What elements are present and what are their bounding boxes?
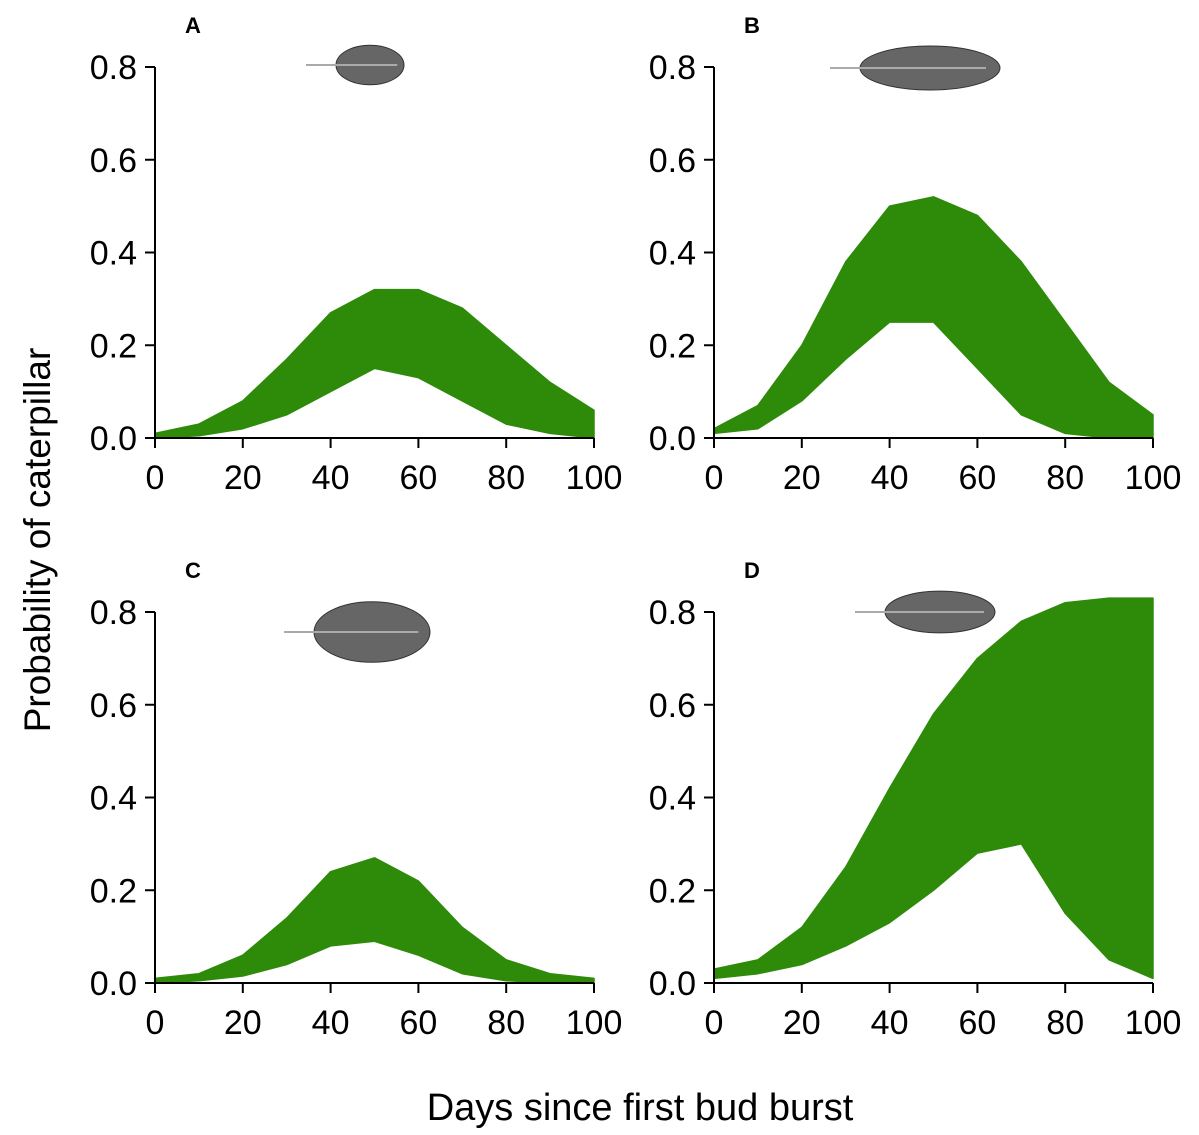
y-tick-label: 0.6: [90, 142, 137, 180]
x-tick-label: 80: [487, 459, 525, 497]
y-axis-label: Probability of caterpillar: [17, 348, 58, 733]
x-tick-label: 40: [871, 459, 909, 497]
y-tick-label: 0.6: [649, 142, 696, 180]
x-tick-label: 20: [224, 459, 262, 497]
x-tick-label: 0: [705, 459, 724, 497]
y-tick-label: 0.4: [90, 235, 137, 273]
x-tick-label: 40: [871, 1004, 909, 1042]
y-tick-label: 0.6: [649, 687, 696, 725]
probability-band: [154, 857, 595, 984]
y-tick-label: 0.4: [90, 780, 137, 818]
y-tick-label: 0.2: [649, 327, 696, 365]
panel-label: B: [744, 13, 760, 38]
y-tick-label: 0.2: [90, 872, 137, 910]
x-tick-label: 60: [958, 459, 996, 497]
panel-label: C: [185, 558, 201, 583]
y-tick-label: 0.8: [649, 49, 696, 87]
y-tick-label: 0.8: [649, 594, 696, 632]
x-tick-label: 0: [146, 1004, 165, 1042]
y-tick-label: 0.0: [649, 420, 696, 458]
x-tick-label: 80: [1046, 459, 1084, 497]
x-tick-label: 40: [312, 1004, 350, 1042]
panel-label: A: [185, 13, 201, 38]
x-tick-label: 100: [1125, 1004, 1182, 1042]
y-tick-label: 0.8: [90, 594, 137, 632]
y-tick-label: 0.8: [90, 49, 137, 87]
probability-band: [713, 196, 1154, 439]
x-tick-label: 100: [1125, 459, 1182, 497]
x-axis-label: Days since first bud burst: [427, 1087, 854, 1129]
x-tick-label: 60: [399, 459, 437, 497]
y-tick-label: 0.2: [649, 872, 696, 910]
x-tick-label: 80: [1046, 1004, 1084, 1042]
x-tick-label: 0: [146, 459, 165, 497]
x-tick-label: 20: [783, 1004, 821, 1042]
leaf-icon: [306, 44, 405, 86]
x-tick-label: 20: [783, 459, 821, 497]
x-tick-label: 20: [224, 1004, 262, 1042]
panel-label: D: [744, 558, 760, 583]
y-tick-label: 0.0: [649, 965, 696, 1003]
probability-band: [154, 288, 595, 439]
leaf-icon: [830, 45, 1001, 91]
x-tick-label: 0: [705, 1004, 724, 1042]
x-tick-label: 100: [566, 1004, 623, 1042]
y-tick-label: 0.4: [649, 780, 696, 818]
leaf-icon: [284, 601, 431, 663]
y-tick-label: 0.4: [649, 235, 696, 273]
x-tick-label: 100: [566, 459, 623, 497]
x-tick-label: 60: [399, 1004, 437, 1042]
y-tick-label: 0.0: [90, 420, 137, 458]
x-tick-label: 60: [958, 1004, 996, 1042]
x-tick-label: 80: [487, 1004, 525, 1042]
y-tick-label: 0.6: [90, 687, 137, 725]
leaf-icon: [855, 590, 996, 634]
y-tick-label: 0.2: [90, 327, 137, 365]
probability-band: [713, 597, 1154, 980]
y-tick-label: 0.0: [90, 965, 137, 1003]
x-tick-label: 40: [312, 459, 350, 497]
